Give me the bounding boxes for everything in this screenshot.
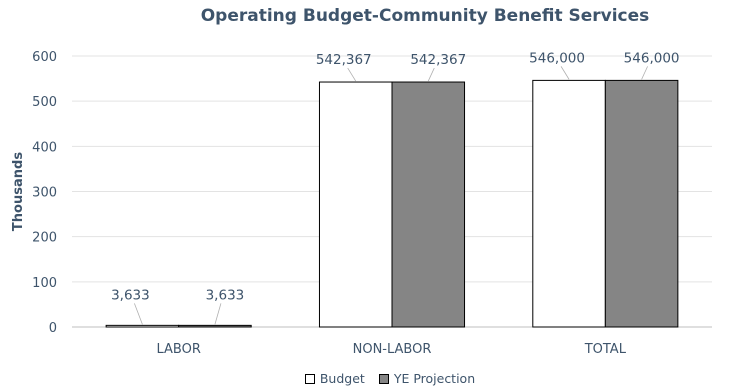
bar (391, 81, 466, 328)
data-label: 546,000 (624, 50, 680, 66)
x-tick-label: TOTAL (584, 342, 627, 357)
bar (604, 79, 679, 328)
data-label-leader (560, 66, 570, 80)
y-tick-label: 300 (32, 186, 57, 201)
data-label-leader (214, 303, 222, 325)
bar (105, 324, 180, 328)
x-tick-label: LABOR (156, 342, 200, 357)
legend-swatch-ye-projection (378, 373, 389, 384)
bar (532, 79, 606, 328)
y-tick-label: 200 (32, 231, 57, 246)
legend-item-budget: Budget (304, 371, 365, 386)
y-tick-label: 500 (32, 95, 57, 110)
data-label-leader (641, 66, 648, 80)
data-label: 3,633 (206, 287, 245, 303)
data-label: 542,367 (316, 52, 372, 68)
y-tick-label: 400 (32, 140, 57, 155)
x-tick-label: NON-LABOR (353, 342, 432, 357)
data-label: 3,633 (111, 287, 150, 303)
legend-item-ye-projection: YE Projection (378, 371, 476, 386)
data-label-leader (427, 67, 435, 82)
chart-title: Operating Budget-Community Benefit Servi… (200, 6, 650, 26)
data-label: 546,000 (529, 50, 585, 66)
bar (178, 324, 252, 328)
data-label-leader (347, 67, 357, 82)
y-tick-label: 0 (49, 321, 57, 336)
bar (318, 81, 393, 328)
y-tick-label: 600 (32, 50, 57, 65)
y-axis-label: Thousands (11, 152, 26, 231)
y-tick-label: 100 (32, 276, 57, 291)
legend-label-ye-projection: YE Projection (393, 371, 476, 386)
data-label: 542,367 (410, 52, 466, 68)
legend: Budget YE Projection (0, 371, 730, 386)
legend-label-budget: Budget (319, 371, 365, 386)
legend-swatch-budget (304, 373, 315, 384)
data-label-leader (134, 303, 143, 325)
